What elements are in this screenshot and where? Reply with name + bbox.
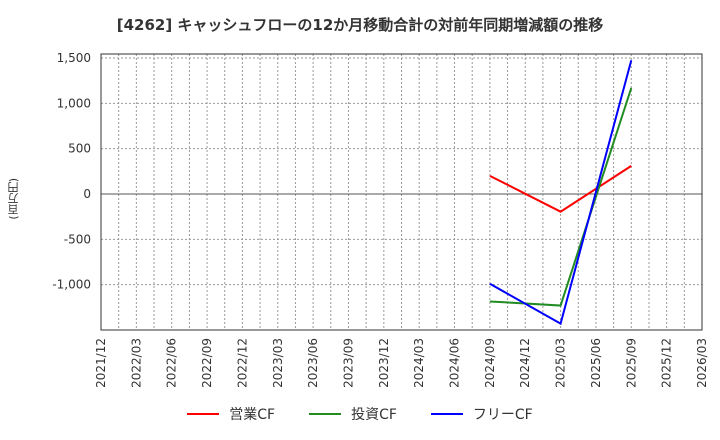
chart-title: [4262] キャッシュフローの12か月移動合計の対前年同期増減額の推移 — [116, 16, 604, 34]
x-tick-label: 2024/06 — [448, 338, 462, 388]
series-line — [489, 165, 632, 213]
plot-frame — [100, 53, 703, 331]
x-tick-label: 2025/03 — [554, 338, 568, 388]
y-tick-label: -500 — [64, 232, 91, 246]
legend-swatch-green — [309, 413, 342, 415]
x-tick-label: 2025/06 — [589, 338, 603, 388]
legend-swatch-blue — [430, 413, 463, 415]
legend-swatch-red — [187, 413, 220, 415]
y-tick-label: 1,000 — [57, 96, 91, 110]
legend-item-free-cf: フリーCF — [430, 404, 533, 424]
x-axis-ticks: 2021/12 2022/03 2022/06 2022/09 2022/12 2023/… — [94, 338, 709, 388]
x-tick-label: 2025/12 — [660, 338, 674, 388]
y-tick-label: 0 — [83, 187, 91, 201]
legend: 営業CF 投資CF フリーCF — [0, 404, 720, 424]
x-tick-label: 2023/06 — [306, 338, 320, 388]
x-tick-label: 2022/09 — [200, 338, 214, 388]
x-tick-label: 2023/09 — [341, 338, 355, 388]
y-tick-label: 500 — [68, 142, 91, 156]
series-lines — [489, 60, 633, 326]
legend-item-investing-cf: 投資CF — [309, 404, 397, 424]
series-line — [489, 87, 633, 307]
x-tick-label: 2023/03 — [271, 338, 285, 388]
x-tick-label: 2022/12 — [235, 338, 249, 388]
x-tick-label: 2023/12 — [377, 338, 391, 388]
x-tick-label: 2022/06 — [165, 338, 179, 388]
y-axis-ticks: 1,500 1,000 500 0 -500 -1,000 — [52, 51, 91, 292]
legend-label: フリーCF — [472, 407, 533, 423]
legend-item-operating-cf: 営業CF — [187, 404, 275, 424]
x-tick-label: 2025/09 — [624, 338, 638, 388]
y-tick-label: 1,500 — [57, 51, 91, 65]
legend-label: 営業CF — [229, 407, 276, 423]
x-tick-label: 2026/03 — [695, 338, 709, 388]
x-tick-label: 2021/12 — [94, 338, 108, 388]
legend-label: 投資CF — [351, 407, 397, 423]
series-line — [489, 60, 633, 326]
x-tick-label: 2024/12 — [518, 338, 532, 388]
grid-lines — [101, 54, 702, 330]
x-tick-label: 2024/03 — [412, 338, 426, 388]
y-tick-label: -1,000 — [52, 278, 91, 292]
x-tick-label: 2022/03 — [129, 338, 143, 388]
x-tick-label: 2024/09 — [483, 338, 497, 388]
